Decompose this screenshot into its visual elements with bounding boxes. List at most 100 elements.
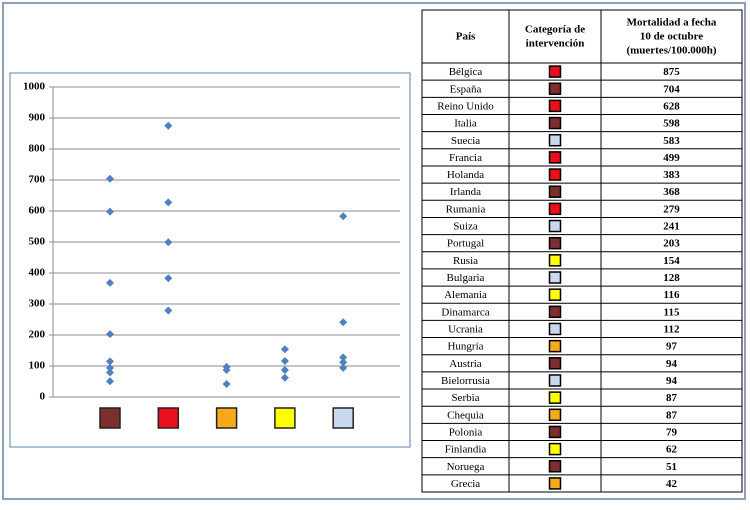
point	[164, 198, 173, 207]
y-tick-label: 900	[29, 112, 46, 124]
header-cell: Categoría de intervención	[525, 23, 585, 49]
country: Grecia	[451, 478, 480, 490]
category-swatch	[274, 407, 296, 429]
mortality: 598	[663, 118, 680, 130]
point	[106, 207, 114, 216]
category-swatch	[332, 407, 354, 429]
mortality: 583	[663, 135, 680, 147]
country: Serbia	[451, 392, 479, 404]
country: Polonia	[449, 426, 483, 438]
category-swatch	[548, 288, 562, 301]
category-swatch	[548, 305, 562, 319]
mortality: 112	[664, 324, 680, 336]
y-tick-label: 700	[29, 174, 46, 186]
category-swatch	[548, 322, 562, 336]
point	[164, 274, 173, 283]
point	[280, 366, 289, 375]
point	[339, 353, 348, 362]
category-swatch	[548, 151, 562, 164]
point	[339, 318, 348, 327]
point	[106, 368, 114, 377]
category-swatch	[548, 133, 562, 147]
point	[164, 121, 173, 130]
mortality: 115	[664, 306, 680, 318]
point	[106, 278, 114, 287]
category-swatch	[548, 442, 562, 456]
country: Chequia	[447, 409, 484, 421]
country: Ucrania	[448, 324, 483, 336]
category-swatch	[548, 391, 562, 404]
y-tick-label: 300	[29, 298, 46, 310]
point	[106, 174, 114, 183]
mortality: 128	[663, 272, 680, 284]
mortality: 704	[663, 83, 680, 95]
mortality: 628	[663, 100, 680, 112]
category-swatch	[157, 407, 180, 429]
mortality: 279	[663, 203, 680, 215]
point	[164, 238, 173, 247]
country: Dinamarca	[441, 306, 489, 318]
point	[106, 363, 114, 372]
header-cell: País	[456, 30, 476, 42]
point	[280, 373, 289, 382]
category-swatch	[548, 82, 562, 95]
mortality: 116	[664, 289, 680, 301]
country: Rusia	[453, 255, 478, 267]
country: Finlandia	[445, 444, 487, 456]
mortality: 383	[663, 169, 680, 181]
mortality: 79	[666, 426, 678, 438]
mortality: 51	[666, 461, 677, 473]
mortality: 94	[666, 375, 678, 387]
y-tick-label: 1000	[23, 81, 46, 93]
y-tick-label: 100	[29, 360, 46, 372]
category-swatch	[548, 99, 562, 113]
point	[106, 330, 114, 339]
country: Reino Unido	[437, 100, 494, 112]
y-tick-label: 0	[40, 391, 46, 403]
category-swatch	[548, 254, 562, 267]
y-tick-label: 600	[29, 205, 46, 217]
country: Italia	[454, 118, 477, 130]
country: Rumania	[446, 203, 486, 215]
mortality: 94	[666, 358, 678, 370]
category-swatch	[548, 477, 562, 490]
point	[164, 306, 173, 315]
mortality: 87	[666, 392, 678, 404]
category-swatch	[215, 407, 238, 429]
country: Alemania	[444, 289, 487, 301]
country: Noruega	[447, 461, 485, 473]
category-swatch	[548, 202, 562, 216]
country: Portugal	[447, 238, 484, 250]
country: Bulgaria	[447, 272, 485, 284]
country: España	[450, 83, 482, 95]
point	[106, 377, 114, 386]
outer-frame	[2, 2, 746, 500]
country: Irlanda	[450, 186, 481, 198]
category-swatch	[548, 357, 562, 370]
table-border	[421, 9, 743, 493]
header-cell: Mortalidad a fecha 10 de octubre (muertes/…	[626, 16, 716, 56]
mortality: 875	[663, 66, 680, 78]
category-swatch	[548, 168, 562, 181]
country: Bélgica	[449, 66, 483, 78]
point	[106, 357, 114, 366]
category-swatch	[99, 407, 121, 429]
category-swatch	[548, 460, 562, 473]
mortality: 87	[666, 409, 678, 421]
point	[339, 363, 348, 372]
category-swatch	[548, 374, 562, 387]
y-tick-label: 800	[29, 143, 46, 155]
y-tick-label: 400	[29, 267, 46, 279]
point	[222, 366, 231, 375]
category-swatch	[548, 236, 562, 250]
category-swatch	[548, 425, 562, 439]
category-swatch	[548, 271, 562, 284]
table: País Categoría de intervención Mortalidad a…	[421, 9, 743, 493]
mortality: 203	[663, 238, 680, 250]
mortality: 97	[666, 341, 678, 353]
category-swatch	[548, 408, 562, 422]
mortality: 154	[663, 255, 680, 267]
y-tick-label: 500	[29, 236, 46, 248]
point	[280, 345, 289, 354]
